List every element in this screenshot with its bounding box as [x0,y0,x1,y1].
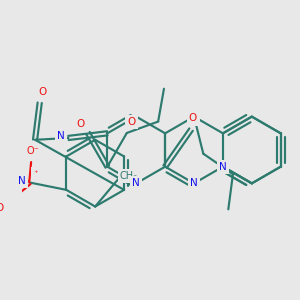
Text: N: N [219,162,227,172]
Text: N: N [18,176,26,186]
Text: CH₃: CH₃ [120,171,138,181]
Text: O⁻: O⁻ [27,146,39,156]
Text: O: O [189,113,197,124]
Text: N: N [57,131,65,141]
Text: O: O [76,119,85,129]
Text: O: O [38,87,46,97]
Text: O: O [0,203,4,213]
Text: O: O [127,117,136,127]
Text: N: N [190,178,198,188]
Text: ⁺: ⁺ [34,169,38,178]
Text: N: N [190,112,198,122]
Text: N: N [132,178,140,188]
